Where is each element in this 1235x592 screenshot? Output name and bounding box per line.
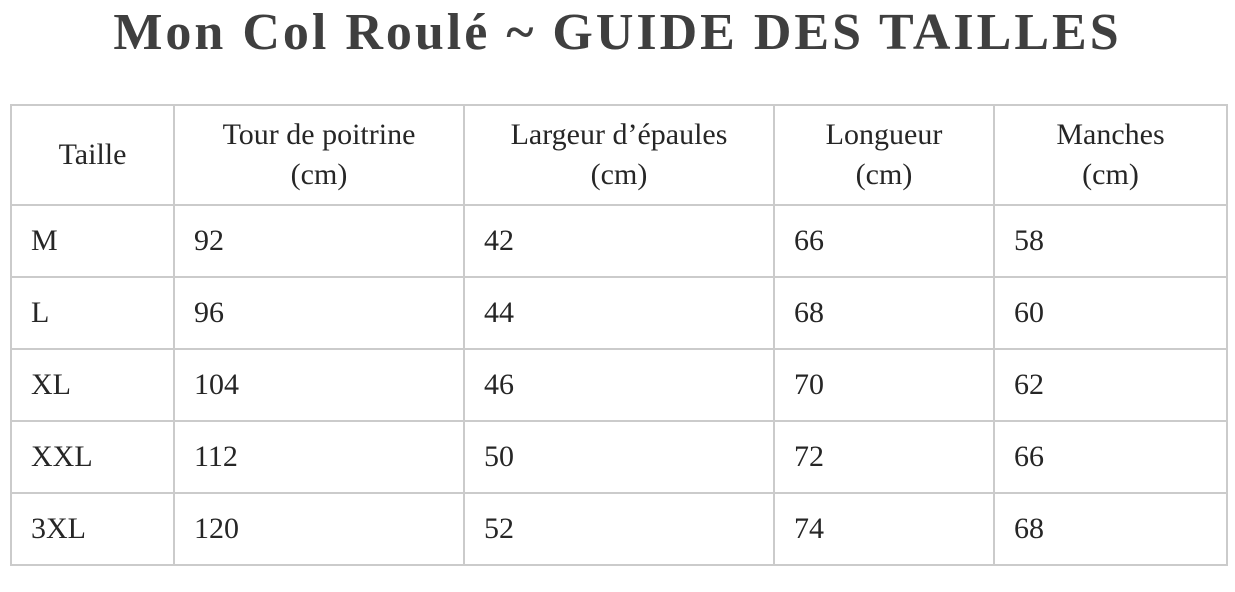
value-cell: 46 [463, 347, 775, 422]
value-cell: 68 [773, 275, 995, 350]
value-cell: 92 [173, 203, 465, 278]
value-cell: 70 [773, 347, 995, 422]
table-row: L 96 44 68 60 [10, 275, 1228, 350]
column-header-manches: Manches (cm) [993, 103, 1228, 206]
value-cell: 42 [463, 203, 775, 278]
size-cell: M [10, 203, 175, 278]
table-row: XXL 112 50 72 66 [10, 419, 1228, 494]
size-cell: XXL [10, 419, 175, 494]
size-guide-table: Taille Tour de poitrine (cm) Largeur d’épau… [10, 103, 1228, 566]
value-cell: 112 [173, 419, 465, 494]
column-header-unit: (cm) [1082, 157, 1139, 191]
column-header-longueur: Longueur (cm) [773, 103, 995, 206]
column-header-unit: (cm) [590, 157, 648, 191]
column-header-tour-de-poitrine: Tour de poitrine (cm) [173, 103, 465, 206]
column-header-largeur-epaules: Largeur d’épaules (cm) [463, 103, 775, 206]
table-body: M 92 42 66 58 L 96 44 68 60 XL 104 46 70 62 XXL 112 50 72 6… [10, 203, 1228, 566]
value-cell: 66 [993, 419, 1228, 494]
value-cell: 104 [173, 347, 465, 422]
column-header-label: Largeur d’épaules [510, 118, 728, 152]
column-header-label: Manches [1056, 118, 1165, 152]
value-cell: 74 [773, 491, 995, 566]
value-cell: 60 [993, 275, 1228, 350]
table-row: M 92 42 66 58 [10, 203, 1228, 278]
table-row: XL 104 46 70 62 [10, 347, 1228, 422]
value-cell: 52 [463, 491, 775, 566]
value-cell: 50 [463, 419, 775, 494]
value-cell: 66 [773, 203, 995, 278]
header-row: Taille Tour de poitrine (cm) Largeur d’épau… [10, 103, 1228, 206]
column-header-taille: Taille [10, 103, 175, 206]
column-header-unit: (cm) [290, 157, 348, 191]
page-title: Mon Col Roulé ~ GUIDE DES TAILLES [113, 4, 1122, 61]
column-header-label: Tour de poitrine [222, 118, 416, 152]
column-header-label: Taille [58, 138, 127, 171]
table-row: 3XL 120 52 74 68 [10, 491, 1228, 566]
size-cell: XL [10, 347, 175, 422]
table-header: Taille Tour de poitrine (cm) Largeur d’épau… [10, 103, 1228, 206]
value-cell: 44 [463, 275, 775, 350]
size-cell: L [10, 275, 175, 350]
size-cell: 3XL [10, 491, 175, 566]
value-cell: 72 [773, 419, 995, 494]
column-header-unit: (cm) [855, 157, 913, 191]
value-cell: 96 [173, 275, 465, 350]
column-header-label: Longueur [825, 118, 943, 152]
value-cell: 120 [173, 491, 465, 566]
value-cell: 62 [993, 347, 1228, 422]
value-cell: 68 [993, 491, 1228, 566]
value-cell: 58 [993, 203, 1228, 278]
